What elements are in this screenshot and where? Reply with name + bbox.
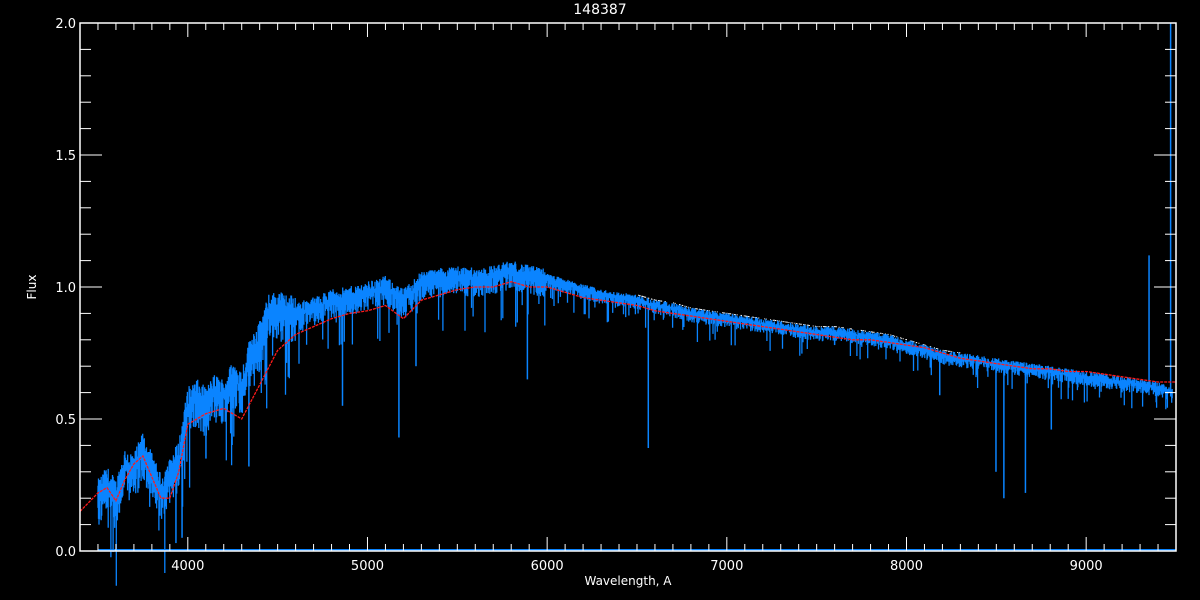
y-tick-label: 0.5 <box>55 413 76 428</box>
y-tick-label: 1.0 <box>55 281 76 296</box>
y-axis-label: Flux <box>25 274 39 300</box>
x-tick-label: 4000 <box>171 559 204 574</box>
observed-residual-white <box>638 294 961 354</box>
model-spectrum-line <box>79 281 1176 512</box>
x-tick-label: 8000 <box>890 559 923 574</box>
y-tick-label: 0.0 <box>55 545 76 560</box>
axes: 4000 5000 6000 7000 8000 9000 0.0 0.5 1.0 1.5 2.0 <box>55 17 1177 574</box>
x-tick-label: 7000 <box>710 559 743 574</box>
x-tick-label: 6000 <box>531 559 564 574</box>
chart-title: 148387 <box>573 2 627 18</box>
data-layer <box>79 23 1176 586</box>
x-tick-label: 5000 <box>351 559 384 574</box>
plot-frame <box>79 22 1177 552</box>
x-tick-label: 9000 <box>1070 559 1103 574</box>
x-axis-label: Wavelength, A <box>584 574 672 588</box>
observed-spectrum-line <box>97 261 1173 586</box>
y-tick-label: 1.5 <box>55 149 76 164</box>
y-tick-label: 2.0 <box>55 17 76 32</box>
